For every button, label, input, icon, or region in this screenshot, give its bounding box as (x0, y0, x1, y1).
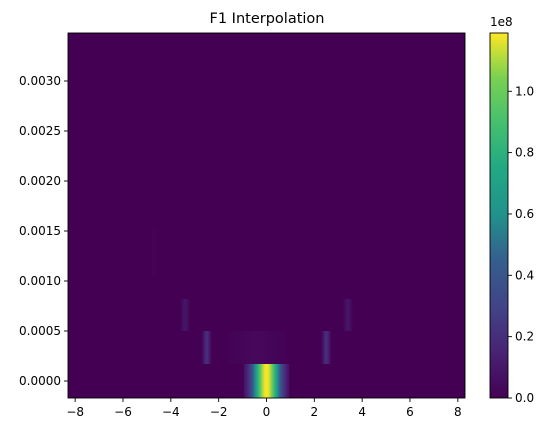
heatmap-region (201, 331, 212, 364)
y-tick-label: 0.0010 (19, 274, 61, 288)
colorbar: 0.0 0.2 0.4 0.6 0.8 1.0 1e8 (489, 15, 534, 405)
colorbar-offset-text: 1e8 (490, 15, 513, 29)
x-tick-label: 0 (263, 405, 271, 419)
heatmap-region (321, 331, 332, 364)
y-tick-label: 0.0025 (19, 124, 61, 138)
y-tick-label: 0.0005 (19, 324, 61, 338)
y-tick-label: 0.0000 (19, 374, 61, 388)
colorbar-frame (489, 32, 509, 399)
y-axis: 0.0000 0.0005 0.0010 0.0015 0.0020 0.0025 0.00… (19, 74, 68, 388)
x-tick-label: −2 (210, 405, 228, 419)
colorbar-tick-label: 0.2 (515, 330, 534, 344)
heatmap-region (180, 299, 190, 331)
x-tick-label: 4 (358, 405, 366, 419)
x-tick-label: −4 (162, 405, 180, 419)
heatmap-region (243, 364, 290, 398)
x-tick-label: 6 (406, 405, 414, 419)
colorbar-tick-label: 0.0 (515, 391, 534, 405)
colorbar-tick-label: 0.8 (515, 146, 534, 160)
x-axis: −8 −6 −4 −2 0 2 4 6 8 (66, 398, 462, 419)
y-tick-label: 0.0030 (19, 74, 61, 88)
y-tick-label: 0.0020 (19, 174, 61, 188)
heatmap-regions (151, 226, 353, 398)
x-tick-label: 2 (311, 405, 319, 419)
colorbar-tick-label: 1.0 (515, 84, 534, 98)
colorbar-gradient (490, 33, 508, 398)
colorbar-tick-label: 0.6 (515, 207, 534, 221)
colorbar-ticks: 0.0 0.2 0.4 0.6 0.8 1.0 (508, 84, 534, 405)
heatmap-plot (67, 32, 466, 399)
x-tick-label: −8 (66, 405, 84, 419)
colorbar-tick-label: 0.4 (515, 268, 534, 282)
heatmap-region (343, 299, 353, 331)
heatmap-region (228, 331, 286, 364)
x-tick-label: −6 (114, 405, 132, 419)
chart-title: F1 Interpolation (210, 11, 325, 27)
x-tick-label: 8 (454, 405, 462, 419)
y-tick-label: 0.0015 (19, 224, 61, 238)
heatmap-region (151, 226, 157, 276)
